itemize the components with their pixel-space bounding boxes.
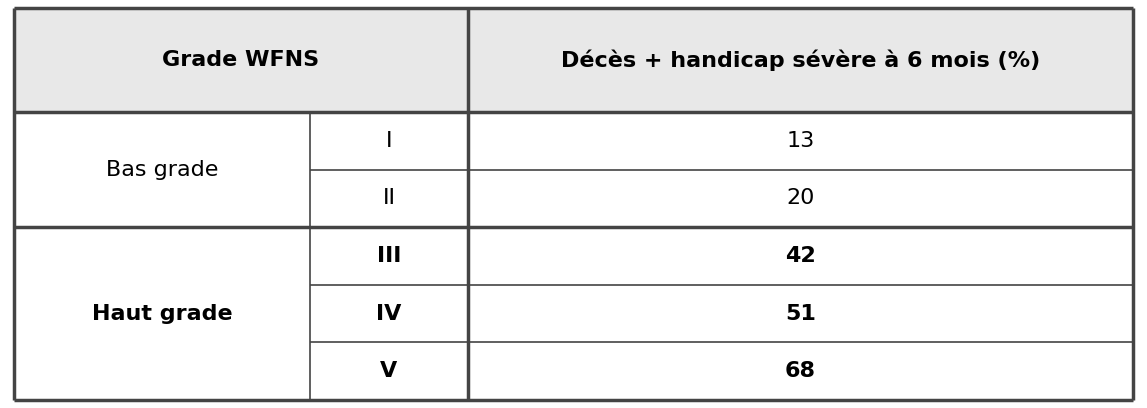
Text: 13: 13 <box>787 131 814 151</box>
Text: 51: 51 <box>785 304 816 324</box>
Text: Bas grade: Bas grade <box>106 160 218 180</box>
Text: 68: 68 <box>785 361 816 381</box>
Text: 20: 20 <box>787 188 814 208</box>
Text: I: I <box>385 131 392 151</box>
Bar <box>14 112 1133 400</box>
Bar <box>14 8 1133 112</box>
Text: Grade WFNS: Grade WFNS <box>163 50 320 70</box>
Text: Haut grade: Haut grade <box>92 304 233 324</box>
Text: 42: 42 <box>786 246 816 266</box>
Text: Décès + handicap sévère à 6 mois (%): Décès + handicap sévère à 6 mois (%) <box>561 49 1040 71</box>
Text: III: III <box>377 246 401 266</box>
Text: II: II <box>382 188 396 208</box>
Text: V: V <box>381 361 398 381</box>
Text: IV: IV <box>376 304 401 324</box>
